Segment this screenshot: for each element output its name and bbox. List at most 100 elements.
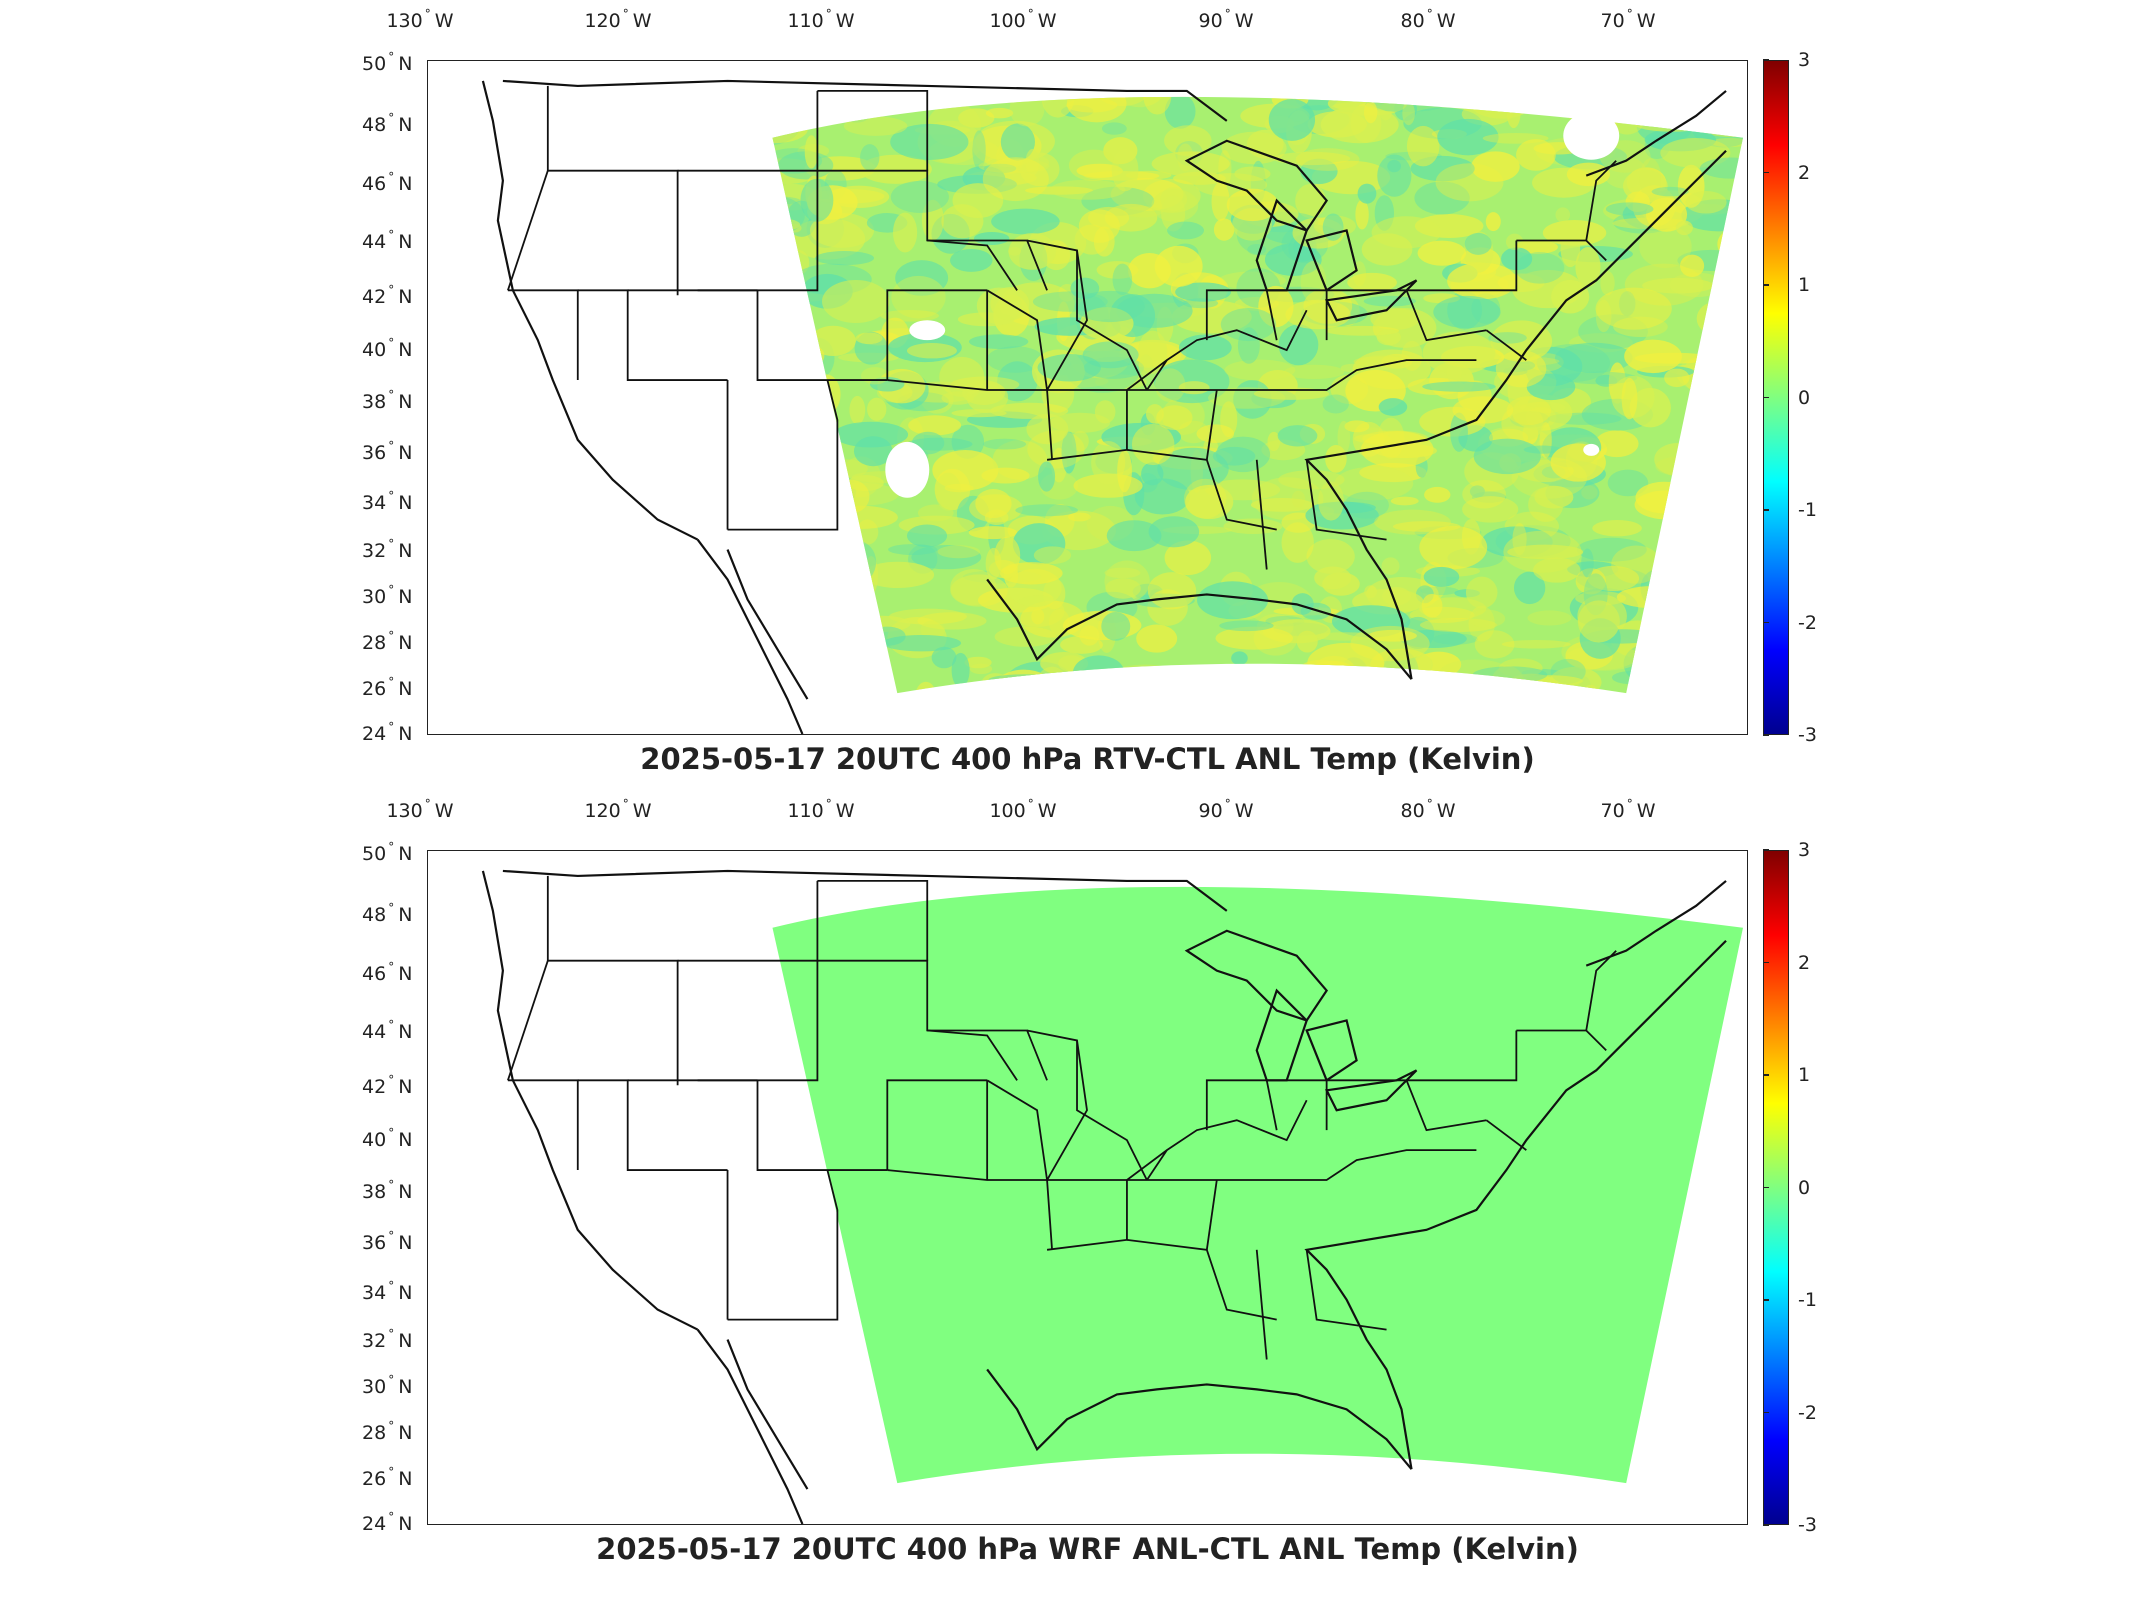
state-boundary (1205, 289, 1278, 341)
state-boundary (1046, 389, 1128, 461)
state-boundary (986, 289, 1048, 391)
coastline (1585, 90, 1727, 177)
anomaly-speckle (1167, 221, 1205, 240)
coastline (696, 1328, 804, 1524)
anomaly-speckle (1224, 359, 1296, 381)
anomaly-speckle (806, 613, 872, 634)
anomaly-speckle (1337, 420, 1351, 454)
anomaly-speckle (1708, 457, 1744, 489)
anomaly-speckle (1607, 469, 1649, 497)
anomaly-speckle (1231, 651, 1248, 666)
anomaly-speckle (1390, 496, 1419, 506)
anomaly-speckle (755, 72, 784, 97)
anomaly-speckle (1685, 584, 1744, 597)
anomaly-speckle (969, 663, 993, 675)
anomaly-speckle (1073, 669, 1095, 694)
anomaly-speckle (1621, 377, 1638, 420)
anomaly-speckle (991, 208, 1060, 235)
anomaly-speckle (698, 390, 760, 431)
anomaly-speckle (1208, 387, 1286, 409)
anomaly-speckle (772, 217, 801, 232)
state-boundary (817, 959, 1018, 1081)
anomaly-speckle (944, 63, 985, 89)
anomaly-speckle (1715, 508, 1744, 526)
anomaly-speckle (1303, 288, 1353, 324)
latitude-label: 50 ° N (362, 840, 413, 865)
anomaly-speckle (1667, 652, 1701, 684)
anomaly-speckle (1093, 226, 1115, 257)
latitude-label: 42 ° N (362, 1073, 413, 1098)
anomaly-speckle (772, 353, 776, 380)
anomaly-speckle (888, 544, 938, 556)
missing-data-patch (1563, 111, 1620, 160)
missing-data-patch (909, 320, 946, 341)
colorbar-tick-label: 3 (1798, 839, 1811, 861)
anomaly-speckle (772, 190, 780, 212)
anomaly-speckle (1655, 455, 1718, 477)
anomaly-speckle (1505, 233, 1524, 251)
state-boundary (927, 1029, 1048, 1081)
anomaly-speckle (1213, 218, 1235, 241)
anomaly-speckle (801, 596, 865, 609)
colorbar-tick-label: 0 (1798, 1176, 1811, 1199)
state-boundary (727, 1169, 839, 1321)
colorbar-tick-mark (1763, 59, 1769, 61)
state-boundary (546, 85, 679, 296)
anomaly-speckle (1450, 412, 1468, 452)
anomaly-speckle (1378, 398, 1408, 416)
latitude-label: 50 ° N (362, 50, 413, 75)
anomaly-speckle (1066, 97, 1118, 113)
anomaly-speckle (1419, 618, 1497, 633)
anomaly-speckle (1220, 307, 1277, 342)
latitude-label: 32 ° N (362, 1327, 413, 1352)
anomaly-speckle (1675, 563, 1724, 579)
anomaly-speckle (1473, 438, 1541, 475)
anomaly-speckle (1087, 206, 1130, 229)
anomaly-speckle (1468, 605, 1495, 642)
anomaly-speckle (772, 125, 786, 135)
anomaly-speckle (1000, 123, 1035, 161)
anomaly-speckle (1472, 666, 1548, 684)
state-boundary (577, 1079, 728, 1171)
anomaly-speckle (772, 338, 825, 373)
anomaly-speckle (853, 436, 893, 467)
anomaly-speckle (717, 627, 770, 660)
anomaly-speckle (772, 491, 831, 512)
anomaly-speckle (796, 643, 846, 657)
state-boundary (697, 960, 819, 1082)
state-boundary (1585, 160, 1617, 241)
anomaly-speckle (1435, 163, 1504, 202)
anomaly-speckle (1669, 590, 1708, 621)
colorbar-tick-label: -2 (1798, 1401, 1817, 1424)
anomaly-speckle (906, 524, 948, 548)
anomaly-speckle (1061, 431, 1077, 474)
anomaly-speckle (1462, 496, 1519, 523)
anomaly-speckle (1702, 617, 1738, 657)
anomaly-speckle (1605, 202, 1654, 216)
state-boundary (1305, 1249, 1387, 1331)
anomaly-speckle (1674, 591, 1729, 627)
anomaly-speckle (997, 682, 1015, 694)
anomaly-speckle (1207, 87, 1235, 97)
anomaly-speckle (1037, 354, 1101, 382)
anomaly-speckle (1334, 466, 1414, 501)
state-boundary (1326, 289, 1487, 342)
longitude-label: 90 ° W (1198, 797, 1254, 822)
anomaly-speckle (1417, 240, 1467, 266)
anomaly-speckle (1642, 277, 1714, 294)
anomaly-speckle (972, 130, 986, 170)
anomaly-speckle (1640, 65, 1713, 86)
state-boundary (1046, 1179, 1128, 1251)
anomaly-speckle (732, 116, 766, 153)
anomaly-speckle (1079, 307, 1134, 340)
anomaly-speckle (1595, 287, 1672, 330)
anomaly-speckle (1164, 540, 1212, 576)
longitude-label: 120 ° W (584, 7, 652, 32)
anomaly-speckle (790, 471, 807, 503)
anomaly-speckle (1652, 609, 1724, 631)
state-boundary (1026, 1029, 1088, 1181)
anomaly-speckle (692, 345, 771, 361)
missing-data-patch (1583, 443, 1600, 456)
coastline (1324, 1069, 1418, 1112)
anomaly-speckle (1325, 445, 1347, 473)
